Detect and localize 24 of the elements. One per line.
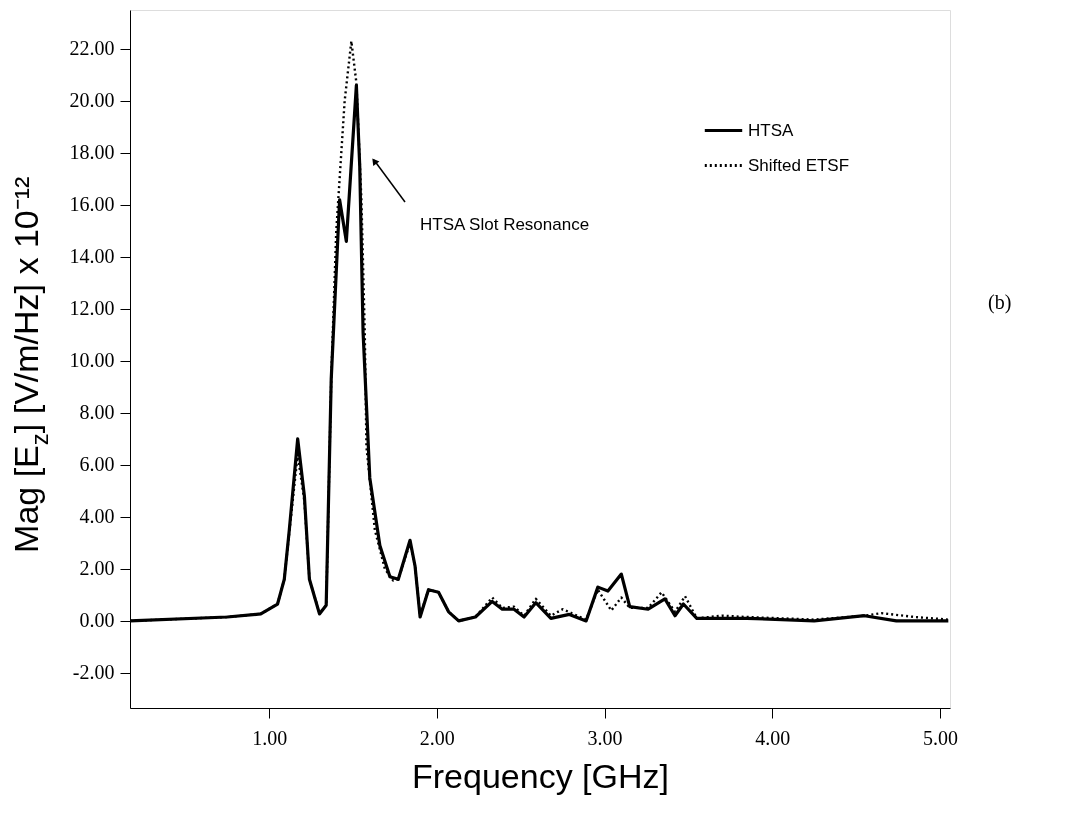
y-tick-label: 4.00: [79, 505, 115, 528]
x-axis-title: Frequency [GHz]: [412, 756, 669, 795]
y-tick-label: 12.00: [69, 297, 115, 320]
x-tick-label: 5.00: [922, 726, 958, 749]
annotation: HTSA Slot Resonance: [420, 215, 590, 234]
y-tick-label: 22.00: [69, 37, 115, 60]
y-tick-label: 20.00: [69, 89, 115, 112]
legend-label: Shifted ETSF: [748, 155, 850, 175]
y-tick-label: 18.00: [69, 141, 115, 164]
y-tick-label: 6.00: [79, 453, 115, 476]
y-tick-label: 14.00: [69, 245, 115, 268]
y-tick-label: 10.00: [69, 349, 115, 372]
x-tick-label: 1.00: [252, 726, 288, 749]
y-tick-label: 16.00: [69, 193, 115, 216]
legend-label: HTSA: [748, 120, 794, 140]
y-axis-title: Mag [Ez] [V/m/Hz] x 10⁻¹²: [7, 176, 53, 553]
x-tick-label: 4.00: [755, 726, 791, 749]
text: (b): [988, 291, 1012, 315]
y-tick-label: -2.00: [72, 661, 115, 684]
y-tick-label: 0.00: [79, 609, 115, 632]
x-tick-label: 3.00: [587, 726, 623, 749]
x-tick-label: 2.00: [419, 726, 455, 749]
y-tick-label: 8.00: [79, 401, 115, 424]
y-tick-label: 2.00: [79, 557, 115, 580]
